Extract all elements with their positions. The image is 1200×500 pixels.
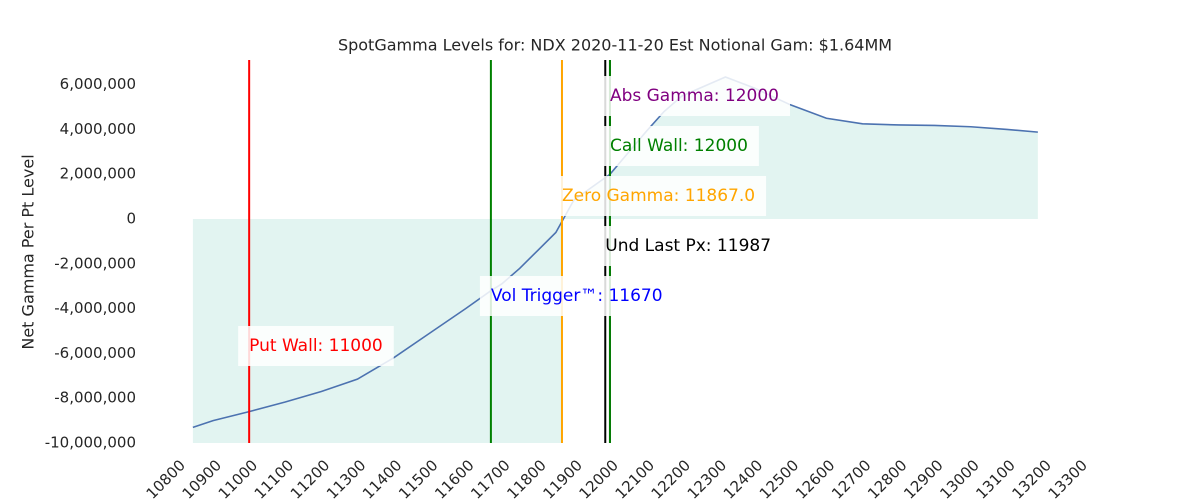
y-tick-label: 2,000,000 (60, 165, 136, 183)
area-fill (192, 77, 1038, 220)
level-label: Call Wall: 12000 (610, 136, 748, 156)
y-tick-label: -2,000,000 (54, 254, 136, 272)
y-tick-label: 6,000,000 (60, 75, 136, 93)
label-box (479, 276, 674, 316)
label-box (598, 126, 759, 166)
label-box (598, 76, 790, 116)
level-label: Abs Gamma: 12000 (610, 86, 779, 106)
level-label: Put Wall: 11000 (249, 336, 383, 356)
y-tick-label: -6,000,000 (54, 344, 136, 362)
level-label: Und Last Px: 11987 (605, 236, 771, 256)
chart-title: SpotGamma Levels for: NDX 2020-11-20 Est… (338, 36, 892, 55)
y-tick-label: -8,000,000 (54, 389, 136, 407)
y-tick-label: -4,000,000 (54, 299, 136, 317)
level-label: Zero Gamma: 11867.0 (562, 186, 755, 206)
label-box (550, 176, 767, 216)
x-tick-label: 13300 (1045, 456, 1091, 500)
y-tick-label: 4,000,000 (60, 120, 136, 138)
level-label: Vol Trigger™: 11670 (491, 286, 663, 306)
y-axis-label: Net Gamma Per Pt Level (19, 154, 38, 349)
y-tick-label: 0 (126, 210, 136, 228)
label-box (238, 326, 394, 366)
label-box (594, 226, 783, 266)
y-tick-label: -10,000,000 (45, 434, 136, 452)
